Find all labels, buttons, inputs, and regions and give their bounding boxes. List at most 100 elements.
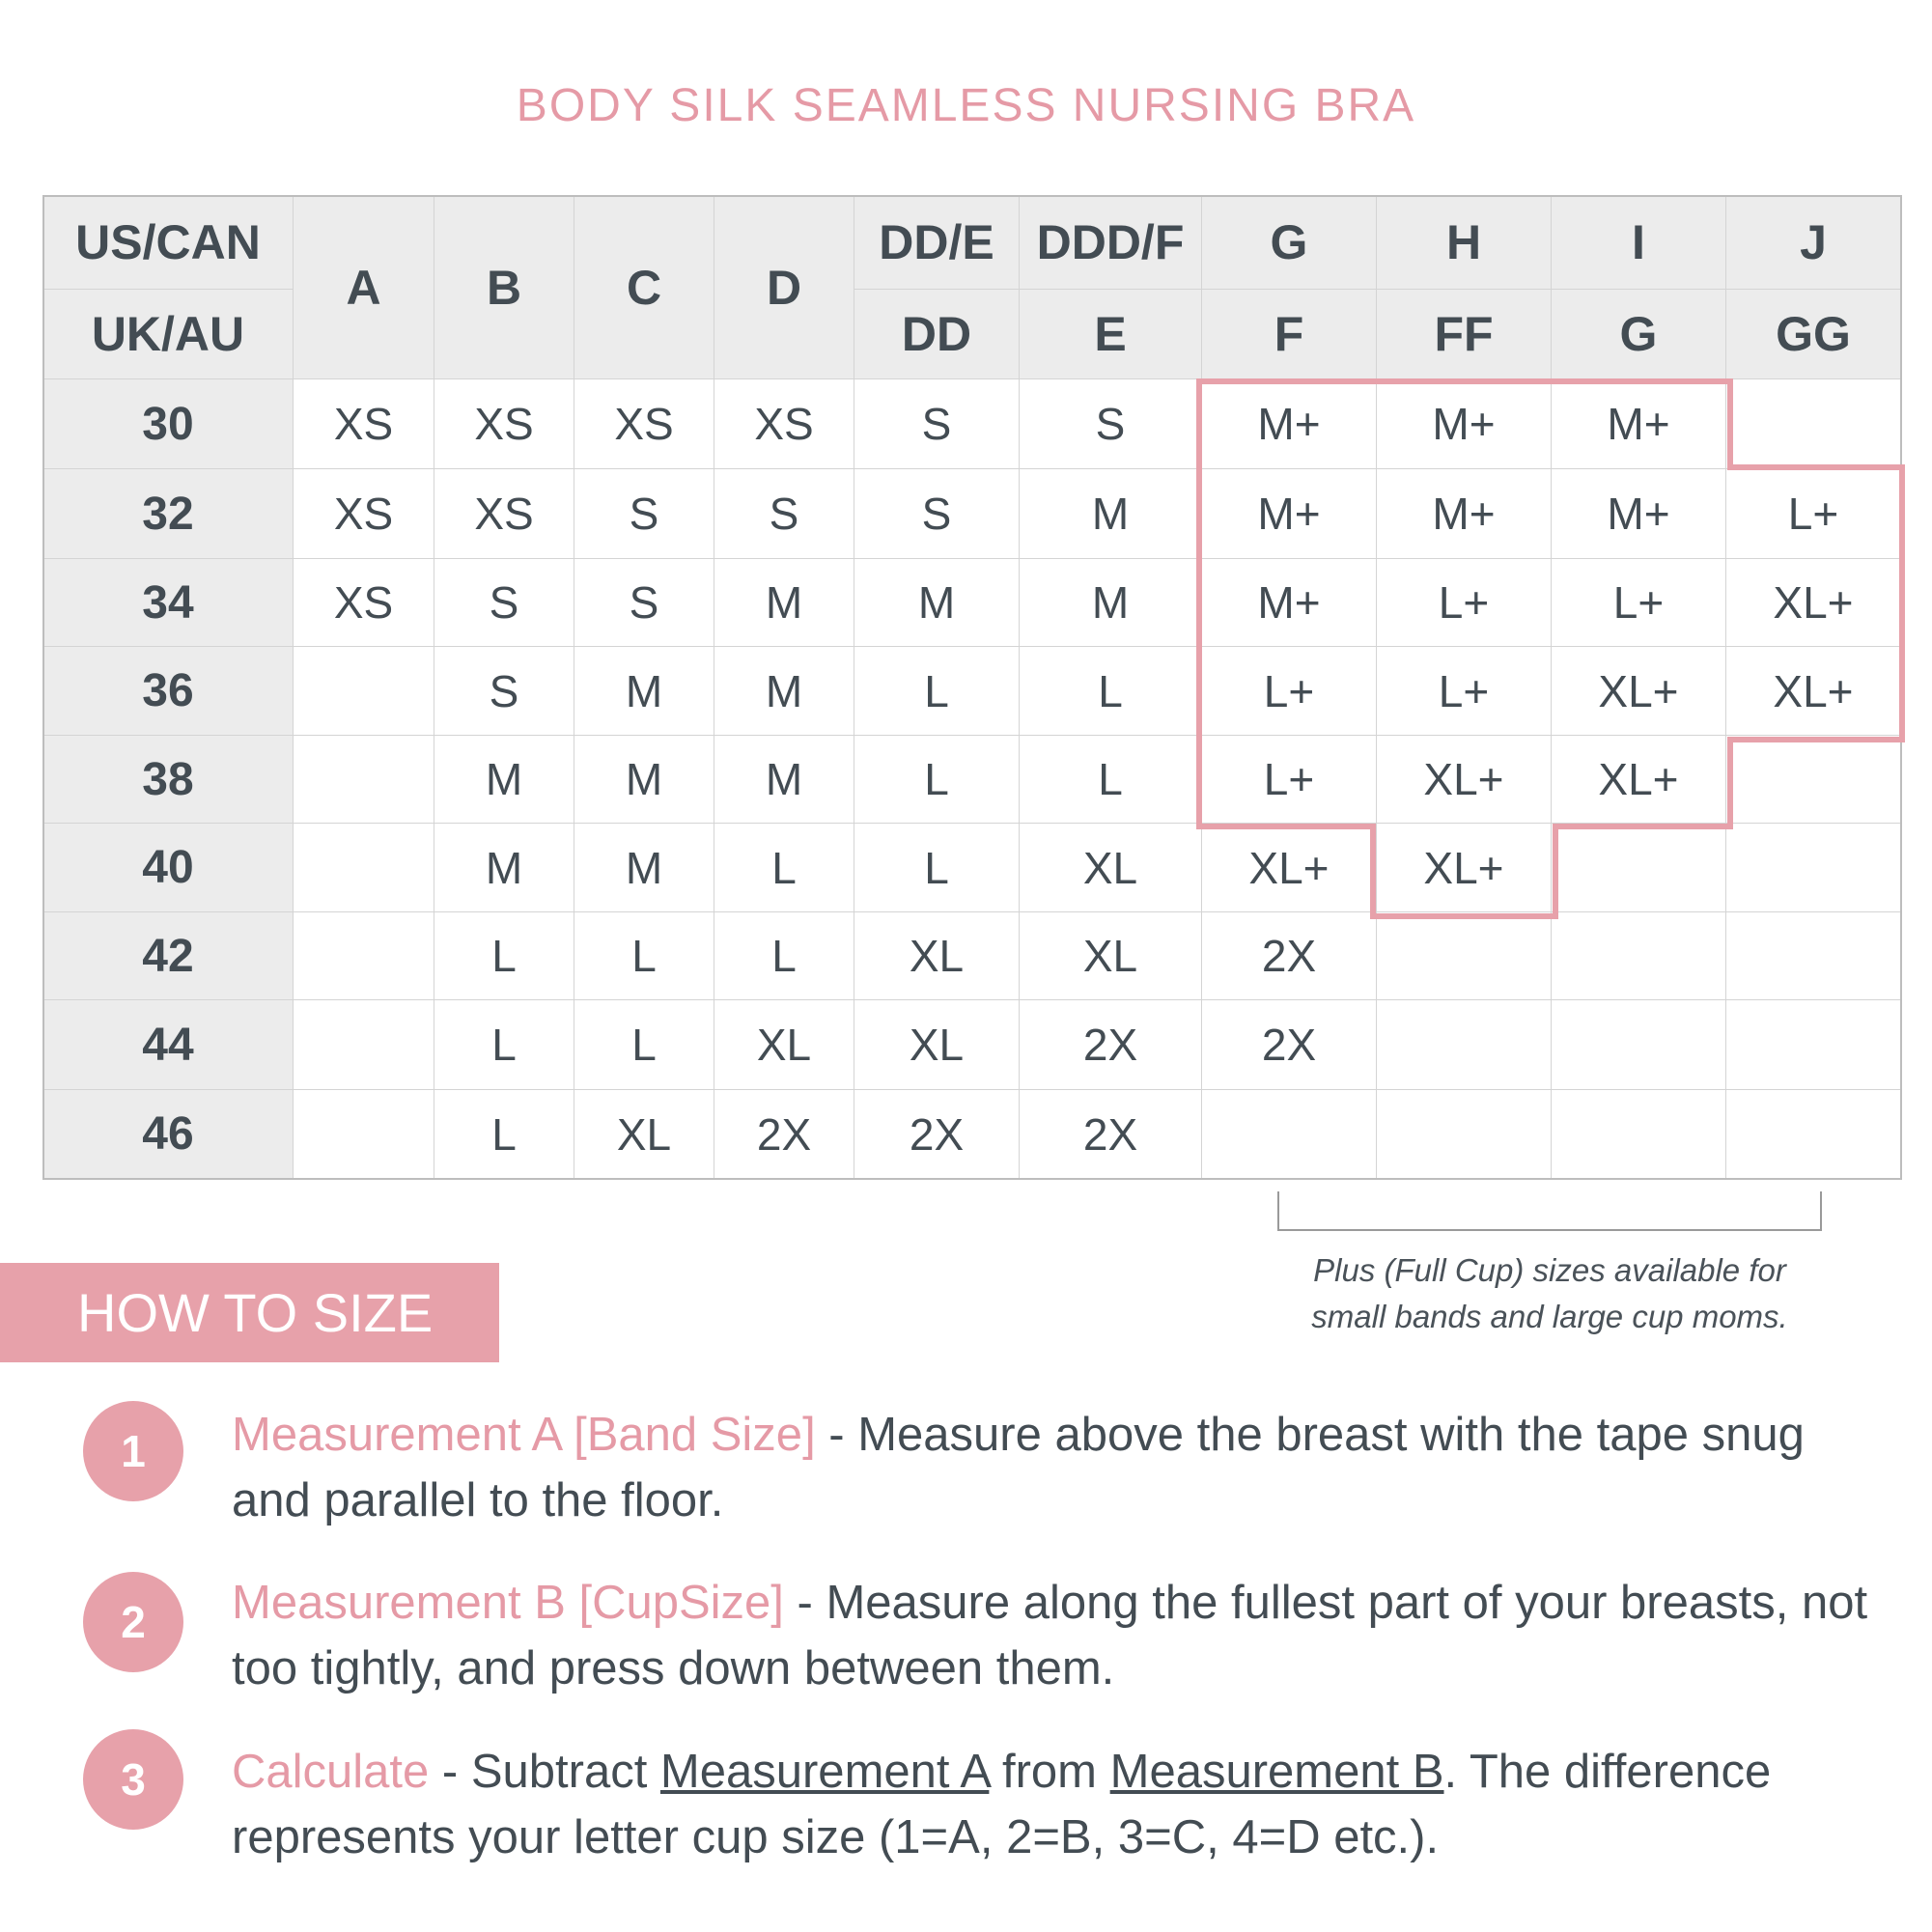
size-cell: XL+ (1377, 736, 1552, 824)
plus-size-note: Plus (Full Cup) sizes available for smal… (1278, 1247, 1821, 1340)
size-cell: XL+ (1726, 559, 1901, 647)
size-cell: M+ (1202, 469, 1377, 559)
size-cell: XS (294, 379, 434, 469)
size-cell: XL (1020, 824, 1202, 912)
size-cell: 2X (1202, 1000, 1377, 1090)
step-number-badge: 1 (83, 1401, 183, 1501)
size-cell: XL (574, 1090, 714, 1179)
step-description: - Measure along the fullest part of your… (232, 1577, 1868, 1694)
size-cell: XS (434, 469, 574, 559)
size-cell (1552, 824, 1726, 912)
band-size-header: 42 (43, 912, 294, 1000)
size-cell: XL+ (1552, 736, 1726, 824)
region-label-us: US/CAN (43, 196, 294, 290)
size-cell: L+ (1377, 647, 1552, 736)
note-line-2: small bands and large cup moms. (1311, 1299, 1788, 1334)
size-cell: M+ (1552, 379, 1726, 469)
size-cell: XL+ (1377, 824, 1552, 912)
size-cell: M+ (1202, 559, 1377, 647)
size-cell: S (1020, 379, 1202, 469)
size-cell: L (1020, 736, 1202, 824)
uk-cup-header: G (1552, 290, 1726, 379)
size-cell: L (714, 824, 854, 912)
size-cell (294, 736, 434, 824)
size-cell: L+ (1202, 736, 1377, 824)
size-cell: M (574, 824, 714, 912)
size-cell (1726, 1000, 1901, 1090)
step-description: from (989, 1746, 1110, 1798)
band-size-header: 46 (43, 1090, 294, 1179)
uk-cup-header: GG (1726, 290, 1901, 379)
size-cell: M (1020, 559, 1202, 647)
step-description: . The difference represents your letter … (232, 1746, 1772, 1863)
size-cell: M (1020, 469, 1202, 559)
note-line-1: Plus (Full Cup) sizes available for (1313, 1252, 1786, 1288)
size-cell: XL+ (1726, 647, 1901, 736)
size-cell: L (574, 912, 714, 1000)
size-cell (1377, 912, 1552, 1000)
size-cell: L+ (1202, 647, 1377, 736)
size-cell: 2X (854, 1090, 1020, 1179)
size-cell (1726, 1090, 1901, 1179)
size-cell (1377, 1000, 1552, 1090)
band-size-header: 36 (43, 647, 294, 736)
size-cell: S (434, 647, 574, 736)
size-cell: M (854, 559, 1020, 647)
size-cell: S (714, 469, 854, 559)
band-size-header: 44 (43, 1000, 294, 1090)
region-label-uk: UK/AU (43, 290, 294, 379)
size-cell: M+ (1377, 469, 1552, 559)
size-cell: XL (714, 1000, 854, 1090)
size-cell (1202, 1090, 1377, 1179)
size-cell: L (434, 1000, 574, 1090)
size-cell: S (854, 379, 1020, 469)
uk-cup-header: DD (854, 290, 1020, 379)
band-size-header: 30 (43, 379, 294, 469)
uk-cup-header: FF (1377, 290, 1552, 379)
size-cell (1377, 1090, 1552, 1179)
us-cup-header: G (1202, 196, 1377, 290)
size-cell: M (434, 824, 574, 912)
size-cell: M+ (1552, 469, 1726, 559)
step-text: Calculate - Subtract Measurement A from … (232, 1739, 1892, 1870)
size-cell: XL+ (1552, 647, 1726, 736)
size-cell (294, 1000, 434, 1090)
cup-header: D (714, 196, 854, 379)
step-description: - Subtract (429, 1746, 660, 1798)
size-cell (294, 824, 434, 912)
size-cell (1552, 912, 1726, 1000)
size-cell: L (434, 1090, 574, 1179)
page-title: BODY SILK SEAMLESS NURSING BRA (516, 80, 1416, 131)
step-description: - Measure above the breast with the tape… (232, 1409, 1805, 1526)
step-text: Measurement A [Band Size] - Measure abov… (232, 1402, 1892, 1533)
size-cell: L+ (1377, 559, 1552, 647)
cup-header: B (434, 196, 574, 379)
us-cup-header: DD/E (854, 196, 1020, 290)
size-cell (1726, 736, 1901, 824)
size-cell: S (574, 469, 714, 559)
size-cell: XL+ (1202, 824, 1377, 912)
size-cell: 2X (1202, 912, 1377, 1000)
step-number-badge: 3 (83, 1729, 183, 1830)
size-cell: L (434, 912, 574, 1000)
size-cell: M (714, 647, 854, 736)
us-cup-header: H (1377, 196, 1552, 290)
size-cell (1552, 1000, 1726, 1090)
size-cell: 2X (1020, 1000, 1202, 1090)
size-cell: XS (294, 559, 434, 647)
size-cell: L (574, 1000, 714, 1090)
size-cell: M+ (1377, 379, 1552, 469)
size-cell: S (434, 559, 574, 647)
cup-header: C (574, 196, 714, 379)
size-cell: 2X (714, 1090, 854, 1179)
size-cell: L (1020, 647, 1202, 736)
measurement-a-ref: Measurement A (659, 1746, 990, 1798)
size-cell: M+ (1202, 379, 1377, 469)
us-cup-header: DDD/F (1020, 196, 1202, 290)
step-label: Calculate (232, 1746, 430, 1798)
band-size-header: 38 (43, 736, 294, 824)
size-cell: M (714, 736, 854, 824)
size-cell: XL (1020, 912, 1202, 1000)
size-cell: M (434, 736, 574, 824)
size-cell: XS (574, 379, 714, 469)
